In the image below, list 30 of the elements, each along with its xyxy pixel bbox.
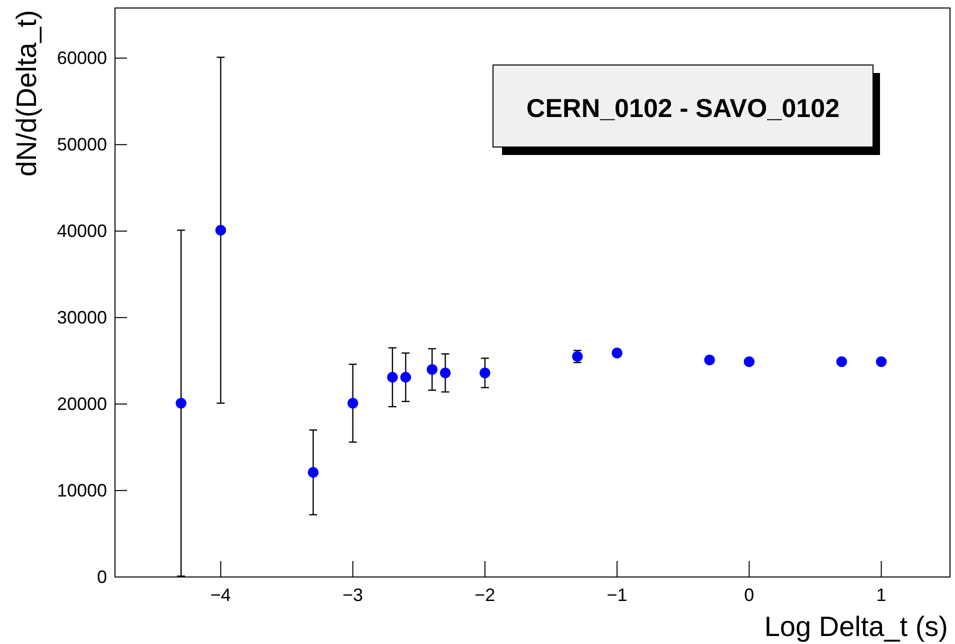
y-axis-title: dN/d(Delta_t): [11, 10, 42, 177]
text: CERN_0102 - SAVO_0102: [526, 93, 840, 123]
x-tick-label: −3: [342, 585, 364, 605]
x-tick-label: −2: [474, 585, 496, 605]
y-tick-label: 30000: [56, 308, 107, 328]
x-axis-title: Log Delta_t (s): [764, 611, 948, 642]
point: [836, 356, 848, 368]
y-tick-label: 40000: [56, 221, 107, 242]
y-tick-label: 20000: [56, 394, 107, 414]
x-tick-label: −1: [606, 585, 628, 605]
point: [480, 368, 490, 378]
y-tick-label: 60000: [56, 48, 107, 68]
point: [400, 372, 412, 383]
point: [176, 398, 186, 409]
point: [612, 348, 622, 358]
point: [387, 372, 398, 383]
point: [744, 356, 755, 368]
y-tick-label: 50000: [56, 134, 107, 155]
point: [347, 398, 358, 409]
x-tick-label: 1: [876, 585, 886, 605]
point: [440, 368, 451, 378]
point: [426, 364, 438, 375]
point: [704, 354, 715, 366]
point: [876, 356, 887, 368]
x-tick-label: 0: [744, 585, 754, 605]
x-tick-label: −4: [210, 585, 231, 605]
point: [308, 467, 319, 478]
point: [215, 224, 226, 236]
y-tick-label: 10000: [56, 480, 107, 501]
y-tick-label: 0: [96, 567, 107, 587]
